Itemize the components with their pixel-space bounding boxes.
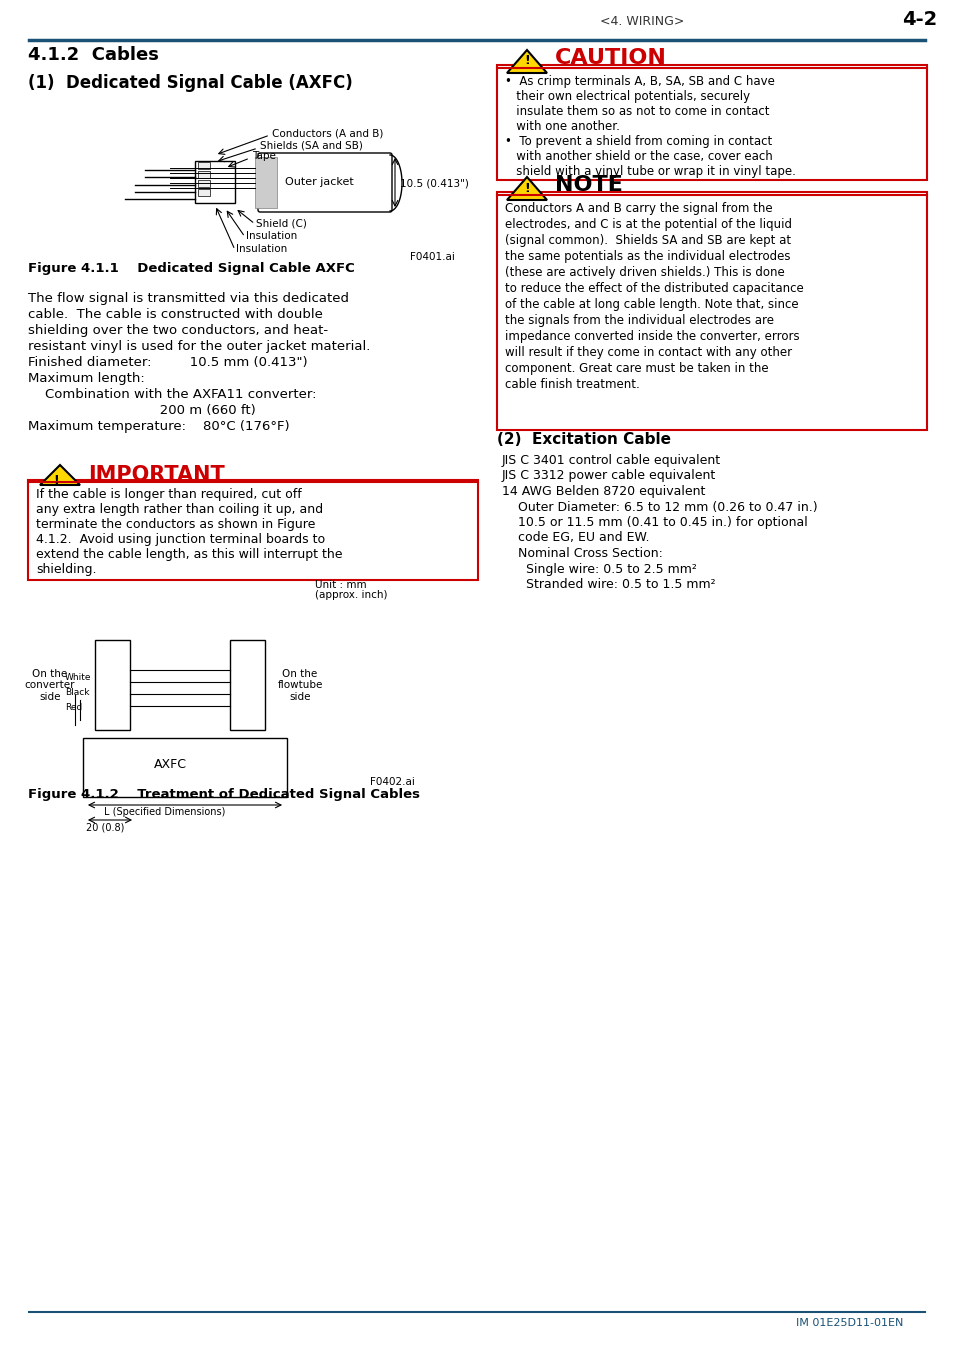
- Bar: [95, 640, 130, 730]
- Text: IM 01E25D11-01EN: IM 01E25D11-01EN: [796, 1318, 902, 1328]
- Text: Tape: Tape: [252, 151, 275, 161]
- Text: Conductors (A and B): Conductors (A and B): [272, 130, 383, 139]
- Text: Figure 4.1.2    Treatment of Dedicated Signal Cables: Figure 4.1.2 Treatment of Dedicated Sign…: [28, 788, 419, 801]
- FancyBboxPatch shape: [497, 192, 926, 431]
- Text: Conductors A and B carry the signal from the: Conductors A and B carry the signal from…: [504, 202, 772, 215]
- Text: will result if they come in contact with any other: will result if they come in contact with…: [504, 346, 791, 359]
- Text: 14 AWG Belden 8720 equivalent: 14 AWG Belden 8720 equivalent: [501, 485, 704, 498]
- Text: resistant vinyl is used for the outer jacket material.: resistant vinyl is used for the outer ja…: [28, 340, 370, 352]
- Text: 4.1.2.  Avoid using junction terminal boards to: 4.1.2. Avoid using junction terminal boa…: [36, 533, 325, 545]
- Text: 20 (0.8): 20 (0.8): [86, 822, 124, 832]
- Text: !: !: [523, 54, 529, 68]
- Text: Maximum temperature:    80°C (176°F): Maximum temperature: 80°C (176°F): [28, 420, 290, 433]
- Text: Black: Black: [65, 688, 90, 697]
- Text: F0402.ai: F0402.ai: [370, 778, 415, 787]
- Text: On the
converter
side: On the converter side: [25, 668, 75, 702]
- Text: Stranded wire: 0.5 to 1.5 mm²: Stranded wire: 0.5 to 1.5 mm²: [501, 578, 715, 591]
- Polygon shape: [506, 177, 546, 200]
- Bar: [198, 189, 210, 196]
- Text: with one another.: with one another.: [504, 120, 619, 134]
- Text: extend the cable length, as this will interrupt the: extend the cable length, as this will in…: [36, 548, 342, 562]
- Text: If the cable is longer than required, cut off: If the cable is longer than required, cu…: [36, 487, 301, 501]
- Text: IMPORTANT: IMPORTANT: [88, 464, 225, 485]
- Text: •  To prevent a shield from coming in contact: • To prevent a shield from coming in con…: [504, 135, 771, 148]
- Text: 10.5 (0.413"): 10.5 (0.413"): [399, 180, 468, 189]
- Text: shield with a vinyl tube or wrap it in vinyl tape.: shield with a vinyl tube or wrap it in v…: [504, 165, 795, 178]
- Text: the signals from the individual electrodes are: the signals from the individual electrod…: [504, 315, 773, 327]
- Text: !: !: [53, 474, 59, 486]
- Text: 4-2: 4-2: [902, 9, 937, 28]
- Text: insulate them so as not to come in contact: insulate them so as not to come in conta…: [504, 105, 769, 117]
- Text: Insulation: Insulation: [246, 231, 297, 242]
- Text: Unit : mm: Unit : mm: [314, 580, 366, 590]
- FancyBboxPatch shape: [194, 161, 234, 202]
- Text: Outer Diameter: 6.5 to 12 mm (0.26 to 0.47 in.): Outer Diameter: 6.5 to 12 mm (0.26 to 0.…: [501, 501, 817, 513]
- Text: 200 m (660 ft): 200 m (660 ft): [28, 404, 255, 417]
- Text: •  As crimp terminals A, B, SA, SB and C have: • As crimp terminals A, B, SA, SB and C …: [504, 76, 774, 88]
- Text: any extra length rather than coiling it up, and: any extra length rather than coiling it …: [36, 504, 323, 516]
- Text: F0401.ai: F0401.ai: [410, 252, 455, 262]
- Text: shielding over the two conductors, and heat-: shielding over the two conductors, and h…: [28, 324, 328, 338]
- Text: L (Specified Dimensions): L (Specified Dimensions): [104, 807, 226, 817]
- Text: Maximum length:: Maximum length:: [28, 373, 145, 385]
- Bar: [198, 180, 210, 188]
- Text: (2)  Excitation Cable: (2) Excitation Cable: [497, 432, 670, 447]
- Text: JIS C 3312 power cable equivalent: JIS C 3312 power cable equivalent: [501, 470, 716, 482]
- Text: NOTE: NOTE: [555, 176, 622, 194]
- Text: AXFC: AXFC: [153, 757, 186, 771]
- Text: Insulation: Insulation: [235, 244, 287, 254]
- Text: shielding.: shielding.: [36, 563, 96, 576]
- Text: Shields (SA and SB): Shields (SA and SB): [260, 140, 362, 151]
- Text: the same potentials as the individual electrodes: the same potentials as the individual el…: [504, 250, 790, 263]
- Text: Red: Red: [65, 703, 82, 711]
- Text: Nominal Cross Section:: Nominal Cross Section:: [501, 547, 662, 560]
- Text: with another shield or the case, cover each: with another shield or the case, cover e…: [504, 150, 772, 163]
- Text: Combination with the AXFA11 converter:: Combination with the AXFA11 converter:: [28, 387, 316, 401]
- Text: Finished diameter:         10.5 mm (0.413"): Finished diameter: 10.5 mm (0.413"): [28, 356, 307, 369]
- Bar: [198, 171, 210, 178]
- Text: 10.5 or 11.5 mm (0.41 to 0.45 in.) for optional: 10.5 or 11.5 mm (0.41 to 0.45 in.) for o…: [501, 516, 807, 529]
- Text: component. Great care must be taken in the: component. Great care must be taken in t…: [504, 362, 768, 375]
- Text: cable finish treatment.: cable finish treatment.: [504, 378, 639, 392]
- Text: !: !: [523, 181, 529, 194]
- Text: Single wire: 0.5 to 2.5 mm²: Single wire: 0.5 to 2.5 mm²: [501, 563, 696, 575]
- Bar: [198, 162, 210, 169]
- Text: terminate the conductors as shown in Figure: terminate the conductors as shown in Fig…: [36, 518, 315, 531]
- Text: Figure 4.1.1    Dedicated Signal Cable AXFC: Figure 4.1.1 Dedicated Signal Cable AXFC: [28, 262, 355, 275]
- Text: <4. WIRING>: <4. WIRING>: [599, 15, 683, 28]
- Bar: [254, 157, 276, 208]
- Text: (these are actively driven shields.) This is done: (these are actively driven shields.) Thi…: [504, 266, 784, 279]
- Text: their own electrical potentials, securely: their own electrical potentials, securel…: [504, 90, 749, 103]
- Text: (1)  Dedicated Signal Cable (AXFC): (1) Dedicated Signal Cable (AXFC): [28, 74, 353, 92]
- Text: of the cable at long cable length. Note that, since: of the cable at long cable length. Note …: [504, 298, 798, 311]
- Polygon shape: [40, 464, 80, 485]
- FancyBboxPatch shape: [257, 153, 392, 212]
- Text: Outer jacket: Outer jacket: [285, 177, 354, 188]
- Text: impedance converted inside the converter, errors: impedance converted inside the converter…: [504, 329, 799, 343]
- Text: (signal common).  Shields SA and SB are kept at: (signal common). Shields SA and SB are k…: [504, 234, 790, 247]
- Polygon shape: [506, 50, 546, 73]
- Text: CAUTION: CAUTION: [555, 49, 666, 68]
- Bar: [230, 640, 265, 730]
- Text: code EG, EU and EW.: code EG, EU and EW.: [501, 532, 649, 544]
- Text: 4.1.2  Cables: 4.1.2 Cables: [28, 46, 159, 63]
- Text: (approx. inch): (approx. inch): [314, 590, 387, 599]
- Text: JIS C 3401 control cable equivalent: JIS C 3401 control cable equivalent: [501, 454, 720, 467]
- Text: electrodes, and C is at the potential of the liquid: electrodes, and C is at the potential of…: [504, 217, 791, 231]
- FancyBboxPatch shape: [83, 738, 287, 796]
- Text: cable.  The cable is constructed with double: cable. The cable is constructed with dou…: [28, 308, 322, 321]
- FancyBboxPatch shape: [28, 481, 477, 580]
- Text: White: White: [65, 674, 91, 682]
- Text: The flow signal is transmitted via this dedicated: The flow signal is transmitted via this …: [28, 292, 349, 305]
- FancyBboxPatch shape: [497, 65, 926, 180]
- Text: Shield (C): Shield (C): [255, 217, 307, 228]
- Text: to reduce the effect of the distributed capacitance: to reduce the effect of the distributed …: [504, 282, 803, 296]
- Text: On the
flowtube
side: On the flowtube side: [277, 668, 322, 702]
